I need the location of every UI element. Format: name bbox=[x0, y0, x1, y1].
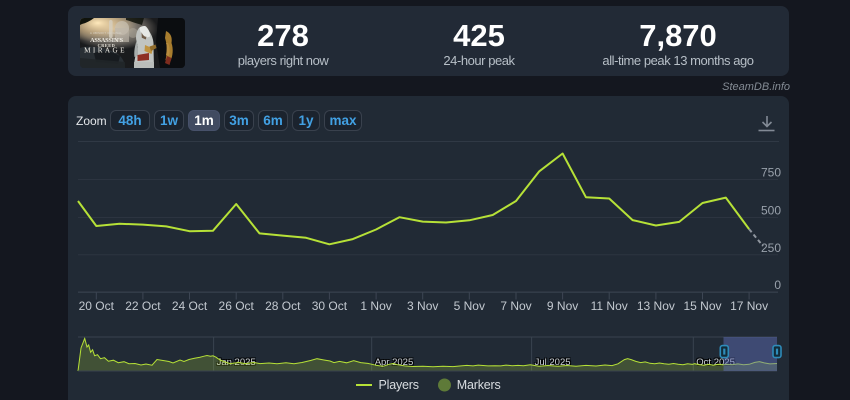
svg-text:Apr 2025: Apr 2025 bbox=[375, 357, 414, 368]
svg-text:0: 0 bbox=[774, 278, 781, 292]
svg-text:500: 500 bbox=[761, 204, 781, 218]
svg-text:13 Nov: 13 Nov bbox=[637, 299, 675, 313]
svg-text:7 Nov: 7 Nov bbox=[500, 299, 531, 313]
svg-text:MIRAGE: MIRAGE bbox=[84, 47, 127, 55]
svg-text:ASSASSIN'S: ASSASSIN'S bbox=[90, 37, 123, 44]
svg-text:30 Oct: 30 Oct bbox=[312, 299, 348, 313]
svg-text:1 Nov: 1 Nov bbox=[360, 299, 391, 313]
svg-text:3 Nov: 3 Nov bbox=[407, 299, 438, 313]
svg-text:28 Oct: 28 Oct bbox=[265, 299, 301, 313]
svg-text:17 Nov: 17 Nov bbox=[730, 299, 768, 313]
svg-text:20 Oct: 20 Oct bbox=[79, 299, 115, 313]
svg-text:250: 250 bbox=[761, 241, 781, 255]
svg-text:11 Nov: 11 Nov bbox=[591, 299, 628, 313]
svg-text:15 Nov: 15 Nov bbox=[683, 299, 721, 313]
svg-text:750: 750 bbox=[761, 166, 781, 180]
svg-text:26 Oct: 26 Oct bbox=[219, 299, 255, 313]
svg-text:Oct 2025: Oct 2025 bbox=[696, 357, 735, 368]
svg-text:Jul 2025: Jul 2025 bbox=[535, 357, 571, 368]
svg-text:22 Oct: 22 Oct bbox=[125, 299, 161, 313]
svg-text:24 Oct: 24 Oct bbox=[172, 299, 208, 313]
svg-text:CREED: CREED bbox=[98, 43, 116, 48]
svg-text:5 Nov: 5 Nov bbox=[454, 299, 485, 313]
svg-text:A UBISOFT ORIGINAL: A UBISOFT ORIGINAL bbox=[90, 31, 122, 35]
svg-text:9 Nov: 9 Nov bbox=[547, 299, 578, 313]
